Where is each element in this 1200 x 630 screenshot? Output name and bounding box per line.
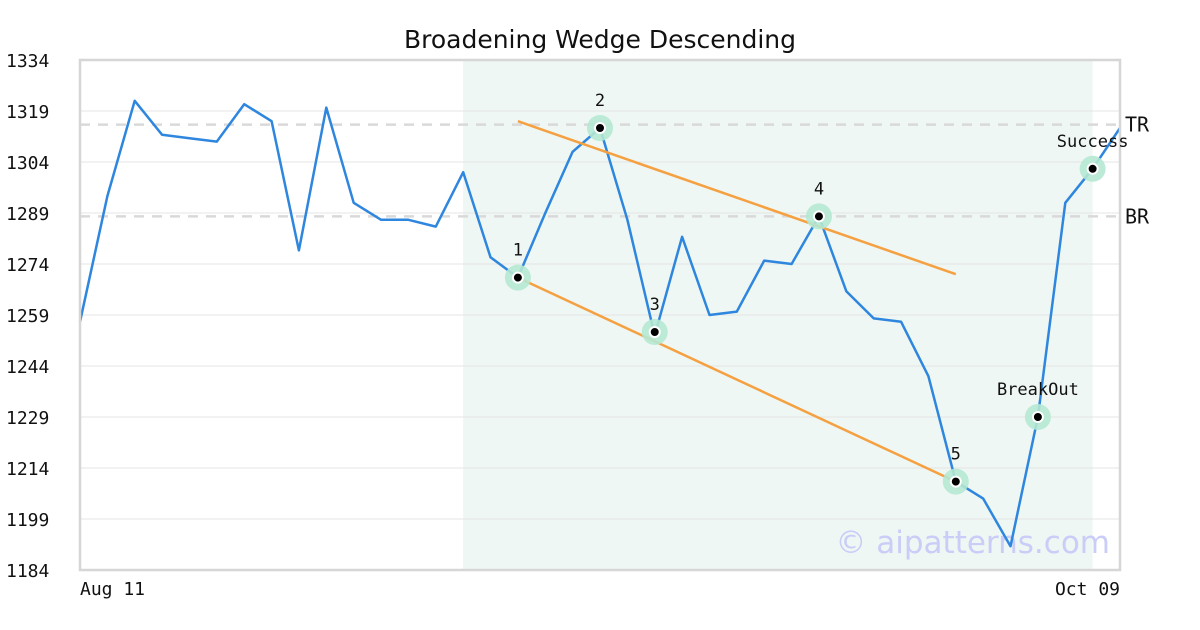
point-marker [1031, 411, 1044, 423]
y-tick-label: 1199 [6, 510, 49, 531]
y-tick-label: 1334 [6, 51, 49, 72]
point-marker [511, 271, 524, 284]
reference-line-label: BR [1125, 204, 1150, 228]
point-label: 4 [814, 179, 824, 199]
point-label: 2 [595, 91, 605, 111]
point-marker [1086, 162, 1099, 175]
point-marker [594, 122, 606, 134]
watermark: © aipatterns.com [835, 525, 1110, 561]
y-tick-label: 1274 [6, 255, 49, 276]
y-tick-label: 1304 [6, 153, 49, 174]
trendline [517, 276, 957, 483]
point-label: 1 [513, 241, 523, 261]
point-marker [949, 475, 962, 488]
point-label: Success [1057, 132, 1129, 152]
reference-line-label: TR [1125, 113, 1150, 137]
y-tick-label: 1289 [6, 204, 49, 225]
y-tick-label: 1184 [6, 561, 49, 582]
y-tick-label: 1214 [6, 459, 49, 480]
plot-frame [78, 58, 1122, 572]
chart-title: Broadening Wedge Descending [404, 25, 796, 54]
y-tick-label: 1244 [6, 357, 49, 378]
point-marker [812, 210, 825, 223]
y-tick-label: 1229 [6, 408, 49, 429]
x-tick-label-end: Oct 09 [1055, 579, 1120, 600]
point-marker [648, 326, 661, 338]
y-tick-label: 1319 [6, 102, 49, 123]
trendline [517, 120, 957, 276]
point-label: 3 [650, 295, 660, 315]
x-tick-label-start: Aug 11 [80, 579, 145, 600]
point-label: 5 [951, 445, 961, 465]
point-label: BreakOut [997, 380, 1079, 400]
y-tick-label: 1259 [6, 306, 49, 327]
